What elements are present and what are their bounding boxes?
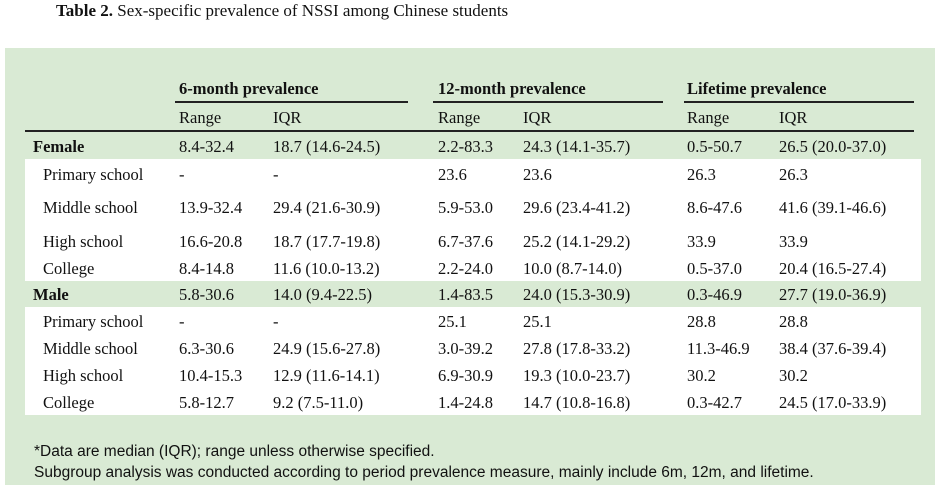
cell-6-month-iqr: 29.4 (21.6-30.9) bbox=[273, 198, 381, 217]
cell-6-month-range: - bbox=[179, 312, 185, 331]
row-label: Middle school bbox=[43, 198, 138, 217]
cell-6-month-range: 8.4-32.4 bbox=[179, 137, 234, 156]
rule-6-month bbox=[175, 101, 408, 103]
cell-12-month-iqr: 14.7 (10.8-16.8) bbox=[523, 393, 631, 412]
cell-12-month-iqr: 24.3 (14.1-35.7) bbox=[523, 137, 631, 156]
header-6-month: 6-month prevalence bbox=[179, 79, 319, 98]
cell-lifetime-iqr: 38.4 (37.6-39.4) bbox=[779, 339, 887, 358]
cell-6-month-range: - bbox=[179, 165, 185, 184]
subheader-lifetime-range: Range bbox=[687, 108, 730, 127]
header-12-month: 12-month prevalence bbox=[438, 79, 586, 98]
cell-12-month-range: 3.0-39.2 bbox=[438, 339, 493, 358]
cell-lifetime-range: 28.8 bbox=[687, 312, 716, 331]
table-title: Table 2. Sex-specific prevalence of NSSI… bbox=[56, 1, 508, 21]
cell-12-month-iqr: 10.0 (8.7-14.0) bbox=[523, 259, 622, 278]
cell-6-month-range: 5.8-12.7 bbox=[179, 393, 234, 412]
cell-lifetime-range: 8.6-47.6 bbox=[687, 198, 742, 217]
cell-6-month-range: 8.4-14.8 bbox=[179, 259, 234, 278]
cell-12-month-iqr: 27.8 (17.8-33.2) bbox=[523, 339, 631, 358]
cell-lifetime-iqr: 30.2 bbox=[779, 366, 808, 385]
cell-lifetime-range: 33.9 bbox=[687, 232, 716, 251]
cell-6-month-range: 6.3-30.6 bbox=[179, 339, 234, 358]
cell-lifetime-range: 0.5-37.0 bbox=[687, 259, 742, 278]
cell-12-month-range: 6.9-30.9 bbox=[438, 366, 493, 385]
footnote-1: *Data are median (IQR); range unless oth… bbox=[34, 443, 435, 460]
cell-12-month-range: 25.1 bbox=[438, 312, 467, 331]
cell-12-month-range: 2.2-24.0 bbox=[438, 259, 493, 278]
subheader-12-month-range: Range bbox=[438, 108, 481, 127]
row-label: Middle school bbox=[43, 339, 138, 358]
cell-12-month-iqr: 19.3 (10.0-23.7) bbox=[523, 366, 631, 385]
cell-lifetime-iqr: 24.5 (17.0-33.9) bbox=[779, 393, 887, 412]
female-subgroup-band bbox=[25, 159, 921, 281]
cell-12-month-range: 6.7-37.6 bbox=[438, 232, 493, 251]
male-subgroup-band bbox=[25, 307, 921, 415]
cell-lifetime-iqr: 33.9 bbox=[779, 232, 808, 251]
header-lifetime: Lifetime prevalence bbox=[687, 79, 827, 98]
cell-12-month-range: 1.4-83.5 bbox=[438, 285, 493, 304]
cell-6-month-range: 16.6-20.8 bbox=[179, 232, 243, 251]
row-label: Primary school bbox=[43, 165, 144, 184]
cell-lifetime-range: 0.3-42.7 bbox=[687, 393, 742, 412]
row-label: High school bbox=[43, 366, 124, 385]
row-label: College bbox=[43, 393, 95, 412]
cell-lifetime-iqr: 26.5 (20.0-37.0) bbox=[779, 137, 887, 156]
cell-12-month-iqr: 25.1 bbox=[523, 312, 552, 331]
cell-12-month-range: 2.2-83.3 bbox=[438, 137, 493, 156]
cell-6-month-iqr: 18.7 (14.6-24.5) bbox=[273, 137, 381, 156]
cell-6-month-iqr: 11.6 (10.0-13.2) bbox=[273, 259, 380, 278]
table-number: Table 2. bbox=[56, 1, 114, 20]
cell-6-month-range: 13.9-32.4 bbox=[179, 198, 243, 217]
cell-lifetime-iqr: 20.4 (16.5-27.4) bbox=[779, 259, 887, 278]
cell-12-month-iqr: 24.0 (15.3-30.9) bbox=[523, 285, 631, 304]
cell-lifetime-range: 30.2 bbox=[687, 366, 716, 385]
cell-12-month-iqr: 25.2 (14.1-29.2) bbox=[523, 232, 631, 251]
cell-lifetime-range: 0.5-50.7 bbox=[687, 137, 742, 156]
cell-6-month-iqr: 14.0 (9.4-22.5) bbox=[273, 285, 372, 304]
rule-12-month bbox=[433, 101, 663, 103]
cell-12-month-range: 5.9-53.0 bbox=[438, 198, 493, 217]
row-label: High school bbox=[43, 232, 124, 251]
table-panel: 6-month prevalence 12-month prevalence L… bbox=[5, 48, 935, 485]
cell-6-month-iqr: 24.9 (15.6-27.8) bbox=[273, 339, 381, 358]
row-label: Primary school bbox=[43, 312, 144, 331]
cell-lifetime-iqr: 41.6 (39.1-46.6) bbox=[779, 198, 887, 217]
cell-lifetime-range: 26.3 bbox=[687, 165, 716, 184]
rule-lifetime bbox=[684, 101, 914, 103]
cell-6-month-iqr: 12.9 (11.6-14.1) bbox=[273, 366, 380, 385]
group-label: Male bbox=[33, 285, 69, 304]
table-caption: Sex-specific prevalence of NSSI among Ch… bbox=[117, 1, 509, 20]
cell-lifetime-iqr: 28.8 bbox=[779, 312, 808, 331]
group-label: Female bbox=[33, 137, 85, 156]
subheader-lifetime-iqr: IQR bbox=[779, 108, 808, 127]
footnote-2: Subgroup analysis was conducted accordin… bbox=[34, 464, 814, 481]
cell-6-month-iqr: - bbox=[273, 312, 279, 331]
rule-header-bottom bbox=[25, 130, 914, 132]
cell-lifetime-range: 0.3-46.9 bbox=[687, 285, 742, 304]
cell-6-month-iqr: 18.7 (17.7-19.8) bbox=[273, 232, 381, 251]
subheader-12-month-iqr: IQR bbox=[523, 108, 552, 127]
cell-12-month-range: 1.4-24.8 bbox=[438, 393, 493, 412]
cell-6-month-range: 5.8-30.6 bbox=[179, 285, 234, 304]
cell-12-month-iqr: 29.6 (23.4-41.2) bbox=[523, 198, 631, 217]
cell-6-month-iqr: - bbox=[273, 165, 279, 184]
cell-6-month-range: 10.4-15.3 bbox=[179, 366, 243, 385]
cell-lifetime-iqr: 27.7 (19.0-36.9) bbox=[779, 285, 887, 304]
row-label: College bbox=[43, 259, 95, 278]
subheader-6-month-iqr: IQR bbox=[273, 108, 302, 127]
cell-lifetime-range: 11.3-46.9 bbox=[687, 339, 750, 358]
cell-12-month-iqr: 23.6 bbox=[523, 165, 552, 184]
cell-lifetime-iqr: 26.3 bbox=[779, 165, 808, 184]
cell-6-month-iqr: 9.2 (7.5-11.0) bbox=[273, 393, 364, 412]
cell-12-month-range: 23.6 bbox=[438, 165, 467, 184]
subheader-6-month-range: Range bbox=[179, 108, 222, 127]
